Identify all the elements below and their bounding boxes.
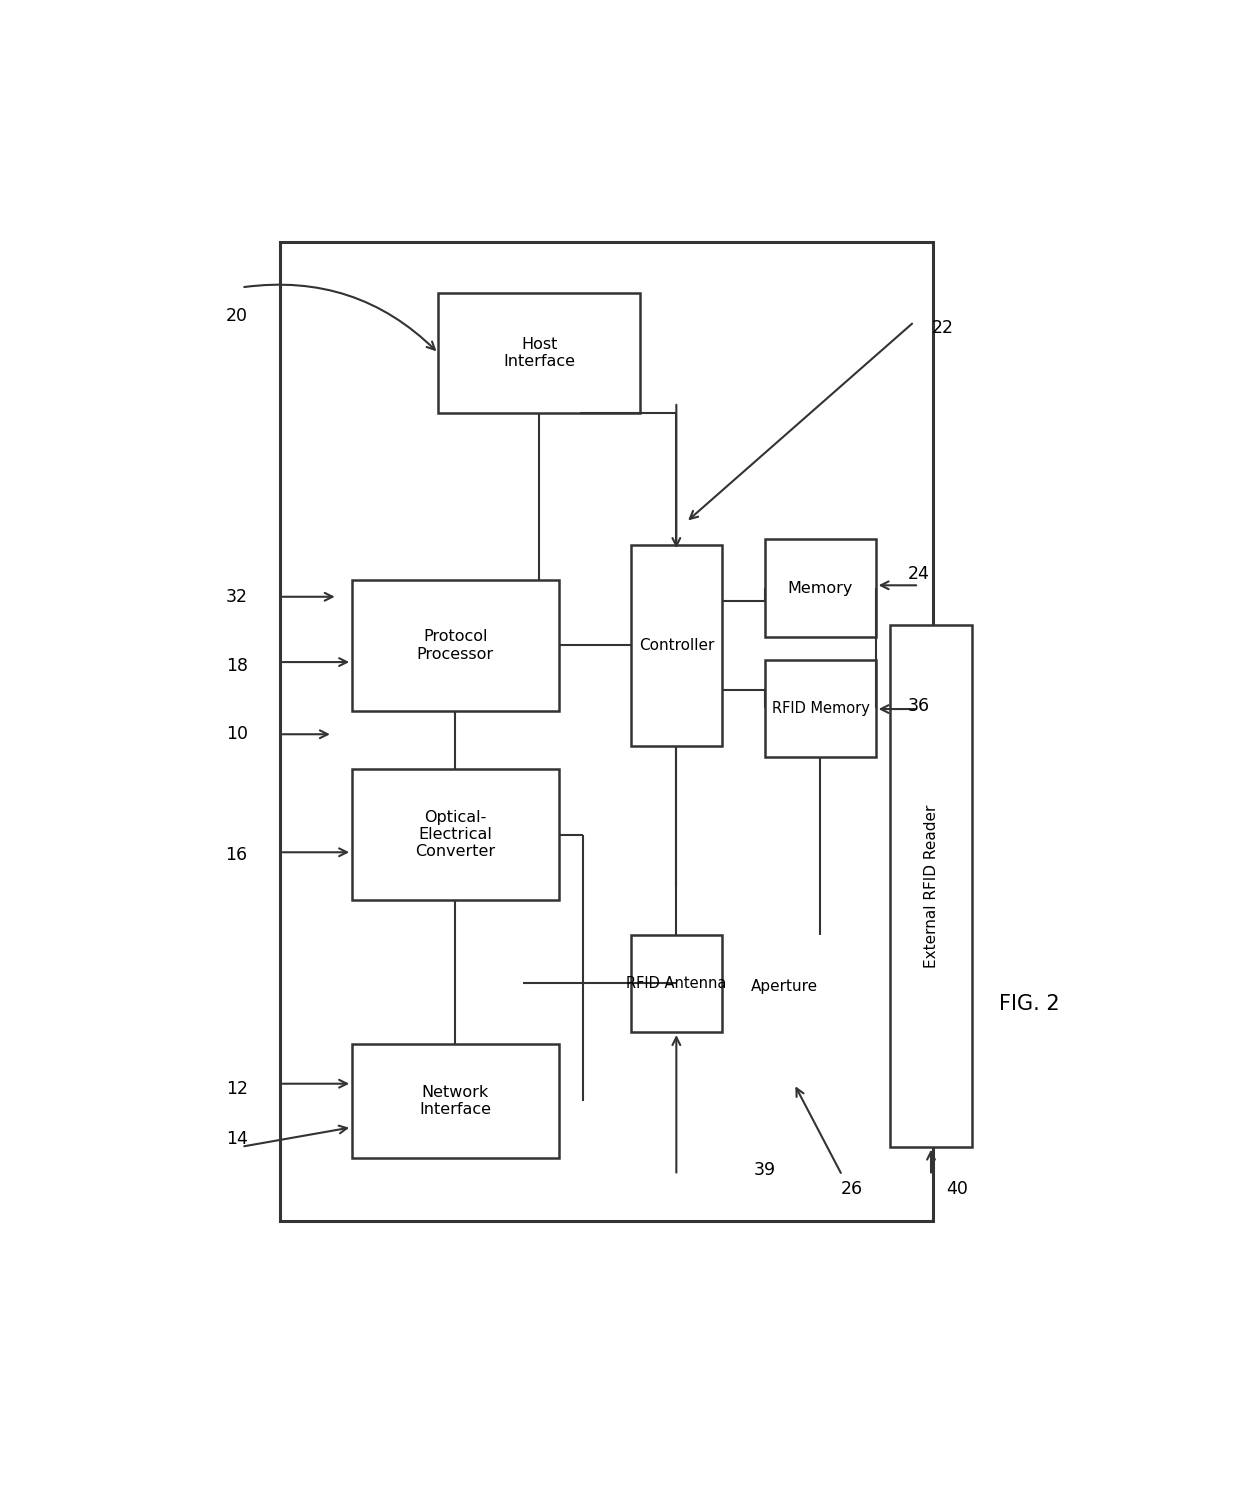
Text: 24: 24 <box>908 565 930 583</box>
Text: 16: 16 <box>226 845 248 863</box>
Bar <box>631 934 722 1033</box>
Text: 12: 12 <box>226 1080 248 1098</box>
Text: 32: 32 <box>226 588 248 606</box>
Bar <box>439 293 640 414</box>
Text: 26: 26 <box>841 1180 863 1198</box>
Text: 36: 36 <box>908 696 930 714</box>
Text: Network
Interface: Network Interface <box>419 1085 491 1117</box>
Text: 40: 40 <box>946 1180 968 1198</box>
Text: FIG. 2: FIG. 2 <box>999 994 1060 1013</box>
Text: 10: 10 <box>226 725 248 743</box>
Bar <box>352 579 558 711</box>
Bar <box>352 1043 558 1158</box>
Text: Protocol
Processor: Protocol Processor <box>417 629 494 662</box>
Text: 20: 20 <box>226 307 248 324</box>
Text: Controller: Controller <box>639 638 714 653</box>
Bar <box>352 769 558 900</box>
Bar <box>765 659 875 757</box>
Text: Optical-
Electrical
Converter: Optical- Electrical Converter <box>415 809 495 860</box>
Text: RFID Memory: RFID Memory <box>771 701 869 716</box>
Bar <box>280 241 934 1222</box>
Text: 18: 18 <box>226 656 248 674</box>
Bar <box>765 540 875 637</box>
Text: Host
Interface: Host Interface <box>503 338 575 369</box>
Text: External RFID Reader: External RFID Reader <box>924 805 939 967</box>
Text: Memory: Memory <box>787 580 853 595</box>
Text: 22: 22 <box>932 318 954 336</box>
Bar <box>631 545 722 745</box>
Text: 14: 14 <box>226 1129 248 1147</box>
Text: Aperture: Aperture <box>751 979 818 994</box>
Text: RFID Antenna: RFID Antenna <box>626 976 727 991</box>
Text: 39: 39 <box>754 1161 776 1178</box>
Bar <box>890 625 972 1147</box>
